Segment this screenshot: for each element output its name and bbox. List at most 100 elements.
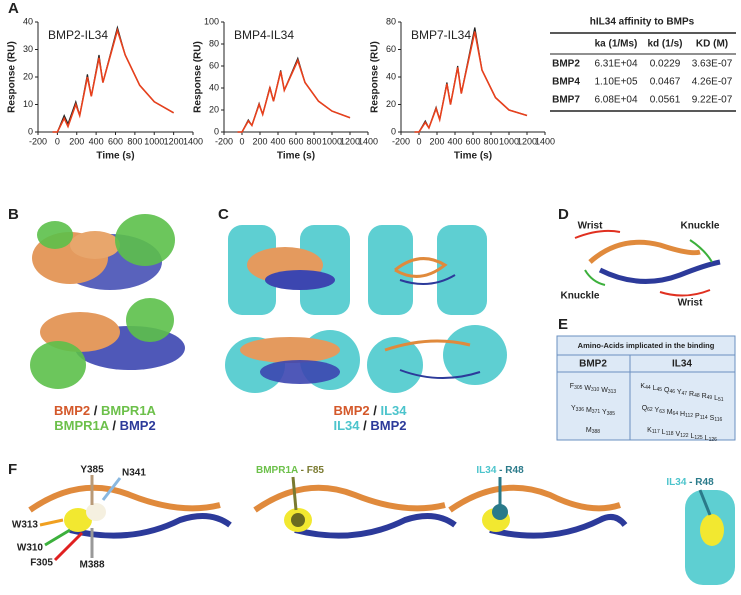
- table-title: hIL34 affinity to BMPs: [590, 17, 695, 28]
- panel-label: F: [8, 461, 17, 478]
- y-tick-label: 80: [209, 38, 219, 48]
- caption-part: BMPR1A: [256, 465, 298, 476]
- caption-part: BMP2: [333, 403, 369, 418]
- x-tick-label: 1200: [340, 136, 360, 146]
- residue-label: F305: [30, 558, 53, 569]
- table-header: KD (M): [696, 39, 728, 50]
- structure-b: [30, 214, 185, 389]
- caption-part: - R48: [689, 477, 714, 488]
- table-cell: 1.10E+05: [594, 77, 638, 88]
- y-tick-label: 30: [23, 44, 33, 54]
- caption-part: IL34: [476, 465, 496, 476]
- y-tick-label: 0: [28, 126, 33, 136]
- x-tick-label: 800: [306, 136, 321, 146]
- caption-part: BMP2: [370, 418, 406, 433]
- caption: IL34 / BMP2: [333, 418, 406, 433]
- caption-part: BMP2: [54, 403, 90, 418]
- x-tick-label: 1000: [144, 136, 164, 146]
- x-tick-label: 0: [239, 136, 244, 146]
- residue-list: F305 W310 W313: [570, 383, 617, 395]
- residue-list: M388: [586, 427, 600, 435]
- panel-label: A: [8, 0, 19, 17]
- x-tick-label: 1000: [322, 136, 342, 146]
- residue-label: Y385: [80, 465, 104, 476]
- table-cell: 0.0229: [650, 59, 681, 70]
- residue-label: M388: [79, 560, 104, 571]
- panel-label: D: [558, 206, 569, 223]
- caption: IL34 - R48: [666, 477, 714, 488]
- x-tick-label: 600: [288, 136, 303, 146]
- table-cell: 0.0561: [650, 95, 681, 106]
- x-tick-label: 200: [252, 136, 267, 146]
- x-axis-label: Time (s): [454, 151, 492, 162]
- caption-part: /: [363, 418, 367, 433]
- table-cell: 9.22E-07: [692, 95, 733, 106]
- x-axis-label: Time (s): [96, 151, 134, 162]
- caption-part: IL34: [380, 403, 407, 418]
- x-tick-label: 1000: [499, 136, 519, 146]
- x-tick-label: -200: [215, 136, 233, 146]
- x-tick-label: 800: [127, 136, 142, 146]
- ribbon-d: [574, 229, 721, 297]
- y-tick-label: 40: [209, 82, 219, 92]
- ribbon-f: [28, 484, 735, 585]
- y-tick-label: 40: [23, 16, 33, 26]
- series-line: [414, 31, 528, 133]
- x-tick-label: -200: [29, 136, 47, 146]
- caption-part: BMPR1A: [54, 418, 110, 433]
- y-axis-label: Response (RU): [370, 41, 381, 113]
- table-row-label: BMP7: [552, 95, 580, 106]
- residue-list: K117 L118 V122 L125 L126: [647, 427, 717, 443]
- x-tick-label: 400: [447, 136, 462, 146]
- caption-part: BMP2: [120, 418, 156, 433]
- structure-label: Knuckle: [561, 291, 600, 302]
- caption-part: IL34: [333, 418, 360, 433]
- table-header: BMP2: [579, 359, 607, 370]
- table-title: Amino-Acids implicated in the binding: [578, 341, 715, 350]
- table-row-label: BMP2: [552, 59, 580, 70]
- x-tick-label: 1400: [183, 136, 203, 146]
- residue-list: Q62 Y63 M64 H112 P114 S116: [642, 405, 723, 423]
- series-line: [52, 27, 174, 133]
- caption: BMP2 / IL34: [333, 403, 407, 418]
- y-tick-label: 20: [386, 99, 396, 109]
- x-tick-label: 400: [270, 136, 285, 146]
- series-line: [237, 58, 351, 133]
- caption-part: - F85: [301, 465, 325, 476]
- table-cell: 6.08E+04: [594, 95, 638, 106]
- table-box: [556, 335, 736, 441]
- label-arrows: [39, 475, 712, 562]
- x-tick-label: 0: [416, 136, 421, 146]
- residue-label: N341: [122, 468, 146, 479]
- table-cell: 6.31E+04: [594, 59, 638, 70]
- x-tick-label: 1400: [535, 136, 555, 146]
- y-axis-label: Response (RU): [193, 41, 204, 113]
- x-tick-label: 600: [108, 136, 123, 146]
- caption-part: /: [112, 418, 116, 433]
- x-tick-label: 200: [69, 136, 84, 146]
- x-tick-label: -200: [392, 136, 410, 146]
- residue-list: K44 L45 Q46 Y47 R48 R49 L51: [640, 383, 723, 403]
- x-tick-label: 1400: [358, 136, 378, 146]
- x-tick-label: 1200: [164, 136, 184, 146]
- x-tick-label: 600: [465, 136, 480, 146]
- caption: IL34 - R48: [476, 465, 524, 476]
- x-tick-label: 800: [483, 136, 498, 146]
- caption: BMPR1A / BMP2: [54, 418, 155, 433]
- structure-label: Wrist: [678, 298, 703, 309]
- y-tick-label: 60: [386, 44, 396, 54]
- structure-c: [225, 225, 507, 393]
- x-tick-label: 0: [55, 136, 60, 146]
- chart-title: BMP4-IL34: [234, 28, 294, 42]
- chart-title: BMP7-IL34: [411, 28, 471, 42]
- y-tick-label: 80: [386, 16, 396, 26]
- residue-label: W310: [17, 543, 44, 554]
- table-header: kd (1/s): [647, 39, 682, 50]
- y-tick-label: 20: [23, 71, 33, 81]
- y-tick-label: 0: [214, 126, 219, 136]
- caption-part: IL34: [666, 477, 686, 488]
- y-tick-label: 40: [386, 71, 396, 81]
- caption-part: - R48: [499, 465, 524, 476]
- x-tick-label: 1200: [517, 136, 537, 146]
